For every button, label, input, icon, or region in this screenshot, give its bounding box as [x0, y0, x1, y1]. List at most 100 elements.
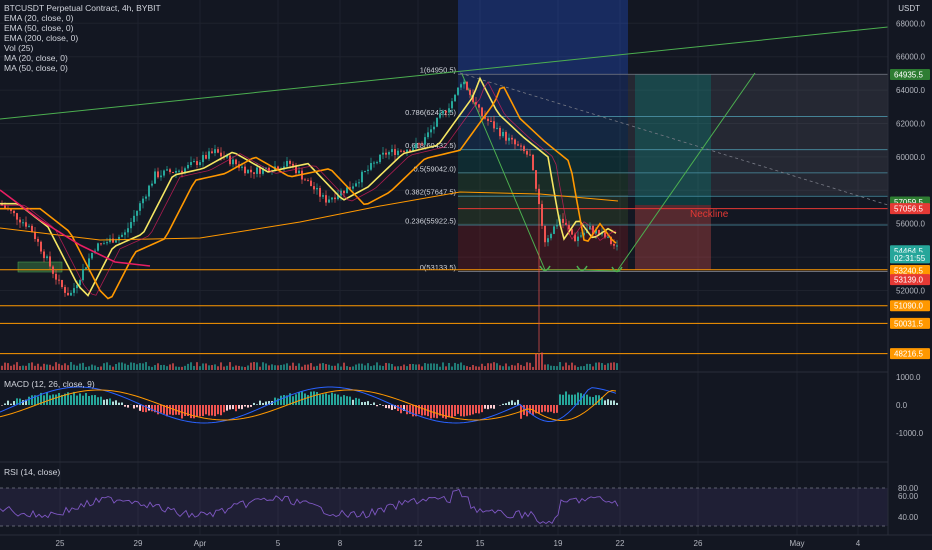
macd-histogram-bar	[295, 394, 297, 405]
candle-body	[298, 170, 300, 174]
indicator-ema20[interactable]: EMA (20, close, 0)	[4, 13, 74, 23]
candle-body	[154, 171, 156, 184]
macd-histogram-bar	[379, 404, 381, 405]
macd-histogram-bar	[535, 405, 537, 414]
volume-bar	[262, 362, 264, 370]
macd-histogram-bar	[256, 404, 258, 405]
macd-histogram-bar	[442, 405, 444, 418]
macd-label[interactable]: MACD (12, 26, close, 9)	[4, 379, 95, 389]
macd-histogram-bar	[40, 392, 42, 405]
volume-bar	[322, 363, 324, 370]
candle-body	[31, 225, 33, 233]
volume-bar	[43, 363, 45, 370]
macd-tick: 1000.0	[896, 373, 921, 382]
candle-body	[13, 210, 15, 214]
macd-histogram-bar	[94, 395, 96, 405]
volume-bar	[505, 363, 507, 370]
volume-bar	[22, 365, 24, 370]
indicator-ema200[interactable]: EMA (200, close, 0)	[4, 33, 79, 43]
macd-histogram-bar	[541, 405, 543, 413]
volume-bar	[115, 363, 117, 370]
volume-bar	[220, 362, 222, 370]
candle-body	[409, 149, 411, 152]
macd-histogram-bar	[100, 396, 102, 405]
candle-body	[85, 267, 87, 269]
macd-histogram-bar	[364, 401, 366, 405]
ma20-line	[0, 81, 617, 296]
price-tag: 48216.5	[894, 350, 923, 359]
candle-body	[400, 150, 402, 152]
candle-body	[505, 131, 507, 141]
macd-histogram-bar	[394, 405, 396, 409]
volume-bar	[592, 366, 594, 370]
macd-histogram-bar	[487, 405, 489, 410]
price-axis[interactable]: USDT 68000.0 66000.0 64000.0 62000.0 60000.0 5…	[887, 0, 932, 550]
time-axis[interactable]: 25 29 Apr 5 8 12 15 19 22 26 May 4	[0, 534, 932, 550]
candle-body	[244, 166, 246, 174]
volume-bar	[223, 366, 225, 370]
volume-bar	[577, 366, 579, 370]
indicator-ma20[interactable]: MA (20, close, 0)	[4, 53, 68, 63]
candle-body	[127, 228, 129, 233]
candle-body	[160, 175, 162, 178]
volume-bar	[511, 364, 513, 370]
macd-histogram-bar	[388, 405, 390, 409]
candle-body	[235, 159, 237, 165]
macd-histogram-bar	[19, 398, 21, 405]
candle-body	[181, 170, 183, 173]
fibonacci-retracement[interactable]: 1(64950.5) 0.786(62421.5) 0.618(60432.5) 0.…	[405, 66, 888, 272]
macd-histogram-bar	[157, 405, 159, 415]
macd-histogram-bar	[508, 401, 510, 405]
volume-bar	[367, 363, 369, 370]
candle-body	[475, 102, 477, 105]
horizontal-levels[interactable]: Neckline	[0, 208, 888, 355]
candle-body	[277, 166, 279, 170]
price-tick: 62000.0	[896, 120, 925, 129]
volume-bar	[217, 366, 219, 370]
macd-histogram-bar	[334, 393, 336, 405]
macd-histogram-bar	[436, 405, 438, 419]
macd-histogram-bar	[79, 393, 81, 405]
price-tick: 64000.0	[896, 86, 925, 95]
volume-bar	[127, 364, 129, 370]
volume-bar	[529, 362, 531, 370]
macd-histogram-bar	[457, 405, 459, 414]
symbol-title[interactable]: BTCUSDT Perpetual Contract, 4h, BYBIT	[4, 3, 161, 13]
macd-histogram-bar	[373, 402, 375, 405]
volume-bar	[238, 365, 240, 370]
macd-histogram-bar	[208, 405, 210, 416]
candle-body	[331, 197, 333, 200]
indicator-vol[interactable]: Vol (25)	[4, 43, 34, 53]
volume-bar	[289, 365, 291, 370]
volume-bar	[499, 365, 501, 370]
candle-body	[526, 151, 528, 155]
candle-body	[22, 222, 24, 224]
candle-body	[25, 222, 27, 227]
volume-bar	[385, 362, 387, 370]
fib-level-label: 0.786(62421.5)	[405, 108, 456, 117]
macd-histogram-bar	[121, 402, 123, 405]
trend-lines[interactable]	[0, 26, 889, 273]
macd-histogram-bar	[103, 399, 105, 405]
indicator-ma50[interactable]: MA (50, close, 0)	[4, 63, 68, 73]
candle-body	[283, 166, 285, 169]
volume-bar	[541, 352, 543, 370]
volume-bar	[565, 362, 567, 370]
rsi-label[interactable]: RSI (14, close)	[4, 467, 61, 477]
volume-bar	[376, 362, 378, 370]
volume-bar	[64, 363, 66, 370]
volume-bar	[478, 366, 480, 370]
macd-histogram-bar	[562, 394, 564, 405]
macd-histogram-bar	[169, 405, 171, 415]
volume-bar	[508, 366, 510, 370]
macd-histogram-bar	[307, 395, 309, 405]
macd-histogram-bar	[133, 405, 135, 409]
candle-body	[538, 188, 540, 205]
volume-bar	[361, 363, 363, 370]
indicator-ema50[interactable]: EMA (50, close, 0)	[4, 23, 74, 33]
volume-bar	[580, 366, 582, 370]
candle-body	[109, 238, 111, 243]
macd-histogram-bar	[439, 405, 441, 416]
volume-bar	[595, 362, 597, 370]
